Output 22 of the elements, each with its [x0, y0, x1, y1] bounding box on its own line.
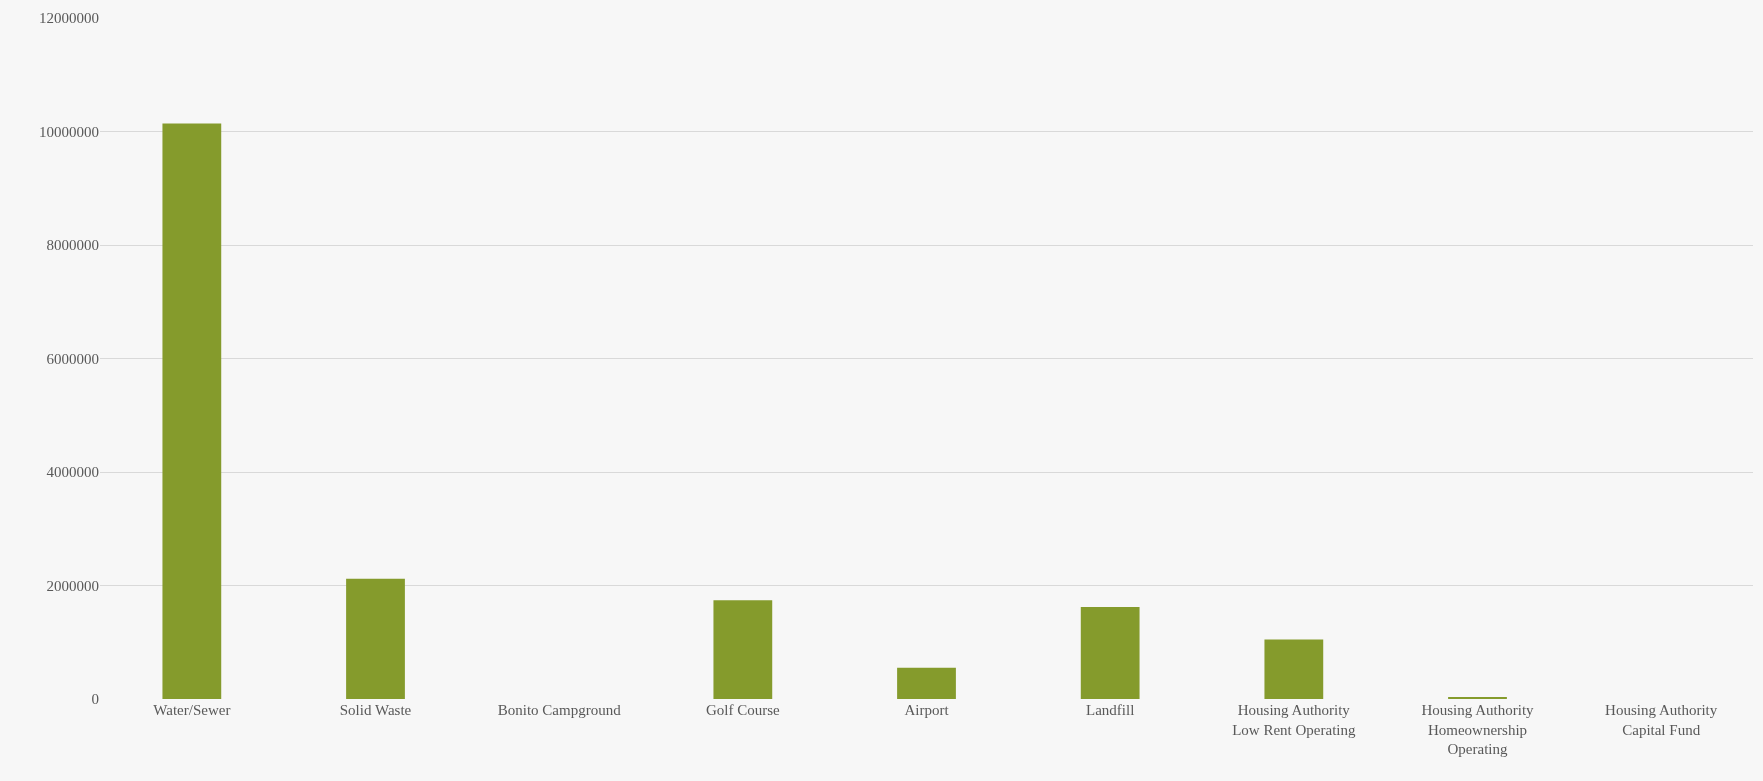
y-tick-label: 6000000: [46, 350, 99, 367]
y-tick-label: 12000000: [39, 10, 99, 27]
x-tick-label: Housing Authority Capital Fund: [1605, 702, 1718, 738]
x-tick-label: Water/Sewer: [153, 702, 231, 718]
x-tick-label: Housing Authority Low Rent Operating: [1232, 702, 1356, 738]
bar: [1264, 639, 1324, 699]
y-tick-label: 0: [91, 691, 99, 708]
y-tick-label: 10000000: [39, 123, 99, 140]
x-tick-label: Airport: [904, 702, 950, 718]
y-tick-label: 8000000: [46, 237, 99, 254]
y-tick-label: 2000000: [46, 577, 99, 594]
x-tick-label: Bonito Campground: [497, 702, 622, 718]
bar: [346, 578, 405, 699]
y-tick-label: 4000000: [46, 464, 99, 481]
x-tick-label: Solid Waste: [339, 702, 412, 718]
x-tick-label: Landfill: [1086, 702, 1135, 718]
x-tick-label: Golf Course: [705, 702, 781, 718]
bar: [1080, 607, 1140, 699]
bar: [897, 667, 956, 699]
bar: [162, 123, 222, 699]
bar: [713, 600, 773, 699]
x-tick-label: Housing Authority Homeownership Operating: [1421, 702, 1535, 757]
